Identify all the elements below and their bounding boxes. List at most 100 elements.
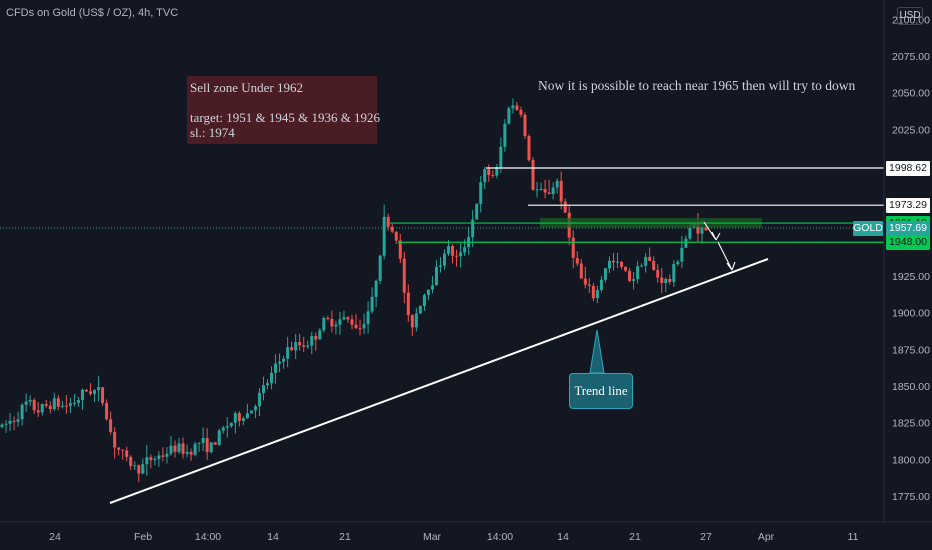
candle-body [426,289,430,295]
time-tick-label: 14:00 [487,531,513,543]
outlook-note[interactable]: Now it is possible to reach near 1965 th… [538,78,856,93]
candle-body [173,445,177,452]
candle-body [105,403,109,420]
candle-body [575,257,579,264]
candle-body [185,451,189,454]
candle-body [599,279,603,291]
candle-body [459,252,463,257]
candle-body [342,317,346,320]
time-tick-label: 21 [339,531,351,543]
candle-body [455,255,459,257]
time-axis[interactable]: 24 Feb 14:00 14 21 Mar 14:00 14 21 27 Apr 11 [0,521,932,543]
candle-body [80,389,84,401]
candle-body [350,319,354,325]
symbol-header[interactable]: CFDs on Gold (US$ / OZ), 4h, TVC [6,7,179,19]
candle-body [571,237,575,258]
candle-body [338,319,342,325]
candle-body [233,413,237,423]
candle-body [64,405,68,407]
candle-body [382,216,386,256]
candle-body [298,342,302,346]
currency-button[interactable]: USD [897,7,923,25]
candle-body [672,264,676,282]
callout-pointer [589,329,605,374]
candle-body [229,422,233,427]
candle-body [535,189,539,191]
candle-body [137,465,141,474]
candle-body [696,223,700,234]
candle-body [56,398,60,407]
price-tick-label: 2075.00 [892,51,930,63]
candle-body [249,410,253,414]
sell-zone-note[interactable]: Sell zone Under 1962 target: 1951 & 1945… [187,76,380,144]
sell-note-line3: sl.: 1974 [190,125,235,140]
price-tick-label: 2025.00 [892,124,930,136]
time-tick-label: Feb [134,531,152,543]
candle-body [12,420,16,422]
price-label[interactable]: 1957.69 [886,220,930,236]
price-label[interactable]: 1948.00 [886,234,930,250]
candle-body [20,404,24,420]
candle-body [487,169,491,176]
candle-body [434,266,438,286]
price-label[interactable]: 1998.62 [886,160,930,176]
candle-body [4,423,8,425]
price-axis[interactable]: 1775.00 1800.00 1825.00 1850.00 1875.00 1900.… [883,0,932,550]
candle-body [0,424,4,428]
candle-body [286,347,290,359]
candle-body [181,443,185,454]
candle-body [201,437,205,443]
candle-body [491,175,495,177]
candle-body [241,418,245,421]
candle-body [40,404,44,413]
candle-body [278,361,282,364]
trend-line-callout[interactable]: Trend line [569,373,633,409]
candle-body [386,216,390,227]
candle-body [668,278,672,282]
candle-body [414,313,418,328]
candle-body [97,387,101,391]
candle-body [60,405,64,407]
candle-body [438,265,442,267]
candle-body [463,247,467,253]
symbol-price-tag: GOLD [853,220,883,236]
candle-body [209,442,213,453]
candle-body [133,465,137,467]
price-tick-label: 1825.00 [892,418,930,430]
candle-body [165,453,169,457]
candle-body [36,410,40,413]
candle-body [406,292,410,316]
candle-body [101,387,105,404]
price-tick-label: 1875.00 [892,344,930,356]
candle-body [334,324,338,327]
candle-body [611,260,615,263]
candle-body [161,455,165,457]
candle-body [390,226,394,232]
candle-body [294,342,298,351]
candle-body [471,219,475,238]
trend-line[interactable] [109,258,769,504]
candle-body [129,456,133,466]
candle-body [563,201,567,213]
candle-body [447,246,451,254]
candle-body [579,263,583,279]
price-tick-label: 2050.00 [892,88,930,100]
candle-body [197,442,201,444]
candle-body [157,455,161,460]
candle-body [443,253,447,266]
candle-body [555,180,559,188]
candle-body [358,328,362,330]
candle-body [346,317,350,320]
time-tick-label: Apr [758,531,775,543]
candle-body [28,399,32,402]
candle-body [551,187,555,194]
candle-body [378,255,382,281]
candle-body [217,430,221,445]
drawings [0,167,884,504]
candle-body [189,451,193,455]
candle-body [583,278,587,285]
candle-body [89,391,93,394]
candle-body [628,270,632,281]
price-label[interactable]: 1973.29 [886,197,930,213]
